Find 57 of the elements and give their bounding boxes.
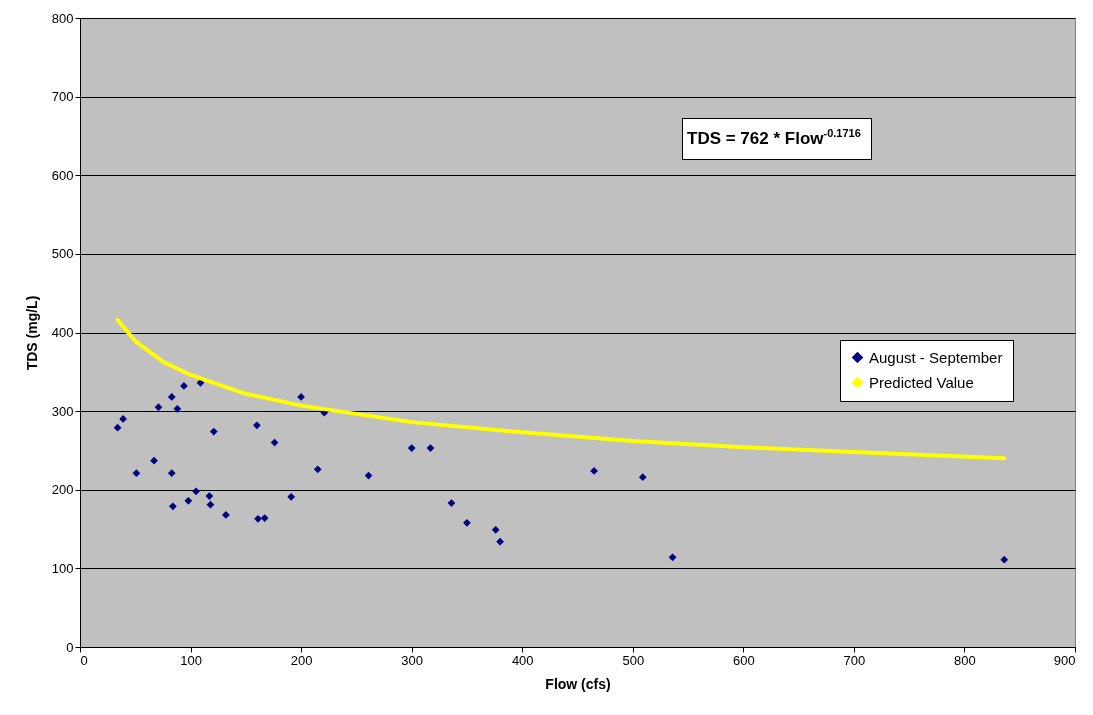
point bbox=[206, 500, 215, 509]
point bbox=[167, 393, 176, 401]
x-tick-label: 200 bbox=[290, 652, 313, 668]
point bbox=[364, 471, 373, 480]
x-tick-label: 500 bbox=[622, 652, 645, 668]
point bbox=[154, 403, 163, 412]
x-tick-label: 700 bbox=[843, 652, 866, 668]
x-tick-label: 600 bbox=[732, 652, 755, 668]
point bbox=[119, 415, 127, 423]
annotation: TDS = 762 * Flow$^{-0.1716}$ bbox=[682, 118, 872, 160]
x-tick-label: 100 bbox=[180, 652, 202, 668]
y-tick-label: 700 bbox=[51, 89, 74, 105]
point bbox=[132, 469, 141, 478]
point bbox=[426, 444, 435, 452]
point bbox=[167, 469, 176, 478]
legend-label: August - September bbox=[869, 348, 1003, 366]
point bbox=[184, 496, 193, 505]
y-axis-title: TDS (mg/L) bbox=[23, 295, 40, 371]
point bbox=[205, 492, 214, 500]
point bbox=[270, 438, 279, 447]
y-tick-label: 600 bbox=[51, 167, 74, 183]
y-tick-label: 300 bbox=[51, 403, 74, 419]
point bbox=[668, 553, 677, 562]
x-tick-label: 800 bbox=[954, 652, 976, 668]
point bbox=[222, 511, 230, 519]
point bbox=[1000, 555, 1009, 564]
point bbox=[463, 518, 471, 527]
point bbox=[192, 487, 200, 496]
point bbox=[260, 514, 269, 522]
point bbox=[113, 423, 122, 432]
y-tick-label: 200 bbox=[51, 482, 74, 498]
point bbox=[313, 465, 322, 474]
y-tick-label: 400 bbox=[51, 325, 74, 340]
x-tick-label: 400 bbox=[511, 652, 534, 668]
point bbox=[254, 514, 262, 523]
point bbox=[491, 525, 500, 534]
x-tick-label: 300 bbox=[401, 652, 424, 668]
point bbox=[496, 537, 504, 546]
legend-label: Predicted Value bbox=[869, 373, 974, 391]
y-tick-label: 800 bbox=[51, 10, 74, 26]
point bbox=[168, 502, 177, 511]
y-tick-label: 500 bbox=[51, 246, 74, 262]
point bbox=[590, 467, 598, 475]
y-tick-label: 0 bbox=[66, 639, 74, 655]
y-tick-label: 100 bbox=[51, 560, 74, 576]
point bbox=[253, 421, 261, 430]
point bbox=[173, 404, 182, 413]
point bbox=[287, 492, 296, 501]
point bbox=[407, 444, 416, 452]
point bbox=[150, 456, 158, 465]
point bbox=[209, 427, 218, 436]
point bbox=[638, 473, 647, 482]
line-series bbox=[115, 317, 1007, 461]
x-tick-label: 900 bbox=[1053, 652, 1076, 668]
point bbox=[447, 499, 456, 507]
x-axis-title: Flow (cfs) bbox=[545, 675, 611, 692]
x-tick-label: 0 bbox=[80, 652, 88, 668]
